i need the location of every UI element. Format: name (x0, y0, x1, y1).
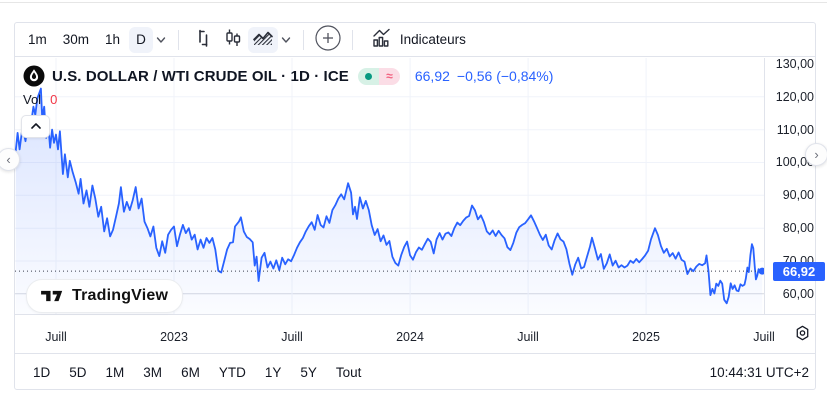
range-button-6m[interactable]: 6M (181, 365, 200, 380)
time-label: 2025 (632, 330, 660, 344)
range-button-3m[interactable]: 3M (143, 365, 163, 380)
series-area-fill (15, 88, 763, 314)
time-label: Juill (281, 330, 303, 344)
time-label: 2024 (396, 330, 424, 344)
range-button-1y[interactable]: 1Y (264, 365, 282, 380)
compare-plus-icon (314, 24, 342, 55)
bars-style-icon (192, 27, 214, 52)
settings-nut-icon (793, 324, 812, 347)
price-tick: 110,00 (776, 123, 814, 137)
oil-drop-logo-icon (23, 65, 45, 87)
delayed-data-badge[interactable]: ≈ (378, 67, 400, 85)
interval-button-1h[interactable]: 1h (105, 32, 121, 47)
chevron-up-icon (29, 118, 43, 136)
current-price-tag: 66,92 (773, 262, 825, 281)
range-button-5d[interactable]: 5D (69, 365, 87, 380)
price-axis-border (764, 58, 765, 314)
volume-label: Vol (23, 92, 42, 107)
price-chart[interactable] (15, 58, 764, 314)
tradingview-logo-text: TradingView (72, 287, 169, 304)
legend: U.S. DOLLAR / WTI CRUDE OIL · 1D · ICE ≈… (23, 65, 553, 87)
interval-button-d[interactable]: D (129, 26, 153, 53)
interval-button-1m[interactable]: 1m (28, 32, 47, 47)
toolbar-separator (177, 29, 179, 50)
range-group: 1D 5D 1M 3M 6M YTD 1Y 5Y Tout (25, 361, 369, 384)
range-button-1d[interactable]: 1D (33, 365, 51, 380)
volume-legend: Vol 0 (23, 92, 57, 107)
price-tick: 90,00 (782, 188, 814, 202)
expand-pane-button[interactable] (21, 115, 50, 138)
chevron-right-icon: › (814, 147, 819, 162)
style-chevron-down-icon[interactable] (278, 27, 294, 53)
price-tick: 130,00 (775, 57, 814, 71)
hollow-candles-style-button[interactable] (218, 26, 248, 54)
range-button-5y[interactable]: 5Y (300, 365, 317, 380)
interval-chevron-down-icon[interactable] (153, 27, 169, 53)
status-badges: ≈ (357, 67, 400, 85)
time-axis-settings-button[interactable] (791, 325, 813, 345)
range-button-ytd[interactable]: YTD (218, 365, 246, 380)
page-top-divider (0, 2, 827, 3)
bars-style-button[interactable] (188, 26, 218, 54)
price-tick: 120,00 (775, 90, 814, 104)
top-toolbar: 1m 30m 1h D (15, 23, 815, 57)
time-label: Juill (517, 330, 539, 344)
toolbar-separator (351, 29, 353, 50)
time-label: Juill (45, 330, 67, 344)
interval-group: 1m 30m 1h D (21, 26, 153, 53)
range-button-1m[interactable]: 1M (105, 365, 125, 380)
compare-add-button[interactable] (313, 24, 343, 55)
volume-value: 0 (50, 92, 58, 107)
tradingview-logo-icon (41, 290, 63, 302)
chart-widget-panel: 1m 30m 1h D (0, 22, 827, 391)
price-tick: 100,00 (775, 155, 814, 169)
range-button-tout[interactable]: Tout (335, 365, 362, 380)
last-price: 66,92 (414, 68, 450, 84)
market-status-badge[interactable] (357, 67, 379, 85)
indicators-button[interactable]: Indicateurs (362, 26, 474, 54)
indicators-label: Indicateurs (399, 32, 466, 47)
area-style-icon (251, 26, 275, 53)
price-tick: 60,00 (782, 287, 814, 301)
chevron-left-icon: ‹ (6, 152, 11, 167)
scroll-left-button[interactable]: ‹ (0, 148, 20, 171)
scroll-right-button[interactable]: › (805, 143, 827, 166)
toolbar-separator (302, 29, 304, 50)
area-style-button[interactable] (247, 26, 278, 53)
time-label: Juill (753, 330, 775, 344)
price-tick: 80,00 (782, 221, 814, 235)
hollow-candles-style-icon (222, 27, 244, 52)
interval-button-30m[interactable]: 30m (62, 32, 90, 47)
tradingview-watermark[interactable]: TradingView (26, 279, 184, 313)
series-line (15, 87, 764, 305)
last-price-marker (758, 267, 764, 275)
price-readout: 66,92 −0,56 (−0,84%) (415, 68, 554, 84)
indicators-icon (370, 27, 393, 53)
price-change: −0,56 (−0,84%) (456, 68, 554, 84)
market-open-dot-icon (364, 72, 372, 80)
symbol-title[interactable]: U.S. DOLLAR / WTI CRUDE OIL · 1D · ICE (52, 67, 349, 85)
time-scale[interactable]: Juill 2023 Juill 2024 Juill 2025 Juill (15, 314, 815, 353)
clock[interactable]: 10:44:31 UTC+2 (709, 365, 809, 380)
bottom-toolbar: 1D 5D 1M 3M 6M YTD 1Y 5Y Tout 10:44:31 UTC+2 (15, 353, 815, 391)
time-label: 2023 (160, 330, 188, 344)
